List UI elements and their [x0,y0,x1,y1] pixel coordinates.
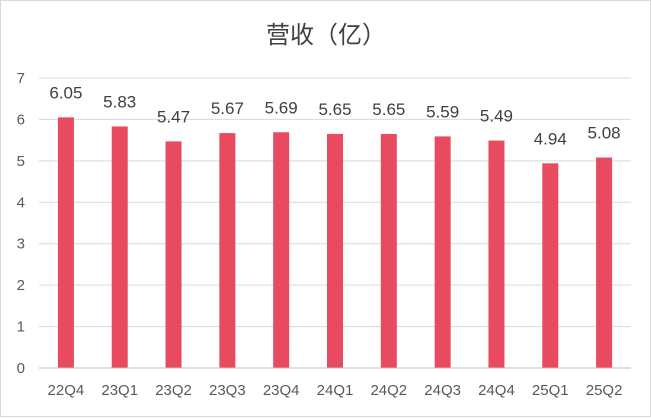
x-tick-label: 23Q4 [263,382,300,399]
y-tick-label: 2 [17,277,25,294]
bar [327,133,343,368]
bar [57,117,74,368]
y-tick-label: 0 [17,360,25,377]
x-tick-label: 24Q1 [317,382,354,399]
x-tick-label: 23Q3 [209,382,246,399]
data-label: 5.65 [372,100,405,119]
bar [542,163,559,368]
x-tick-label: 22Q4 [48,382,85,399]
data-label: 5.49 [480,107,513,126]
bar [111,126,128,368]
data-label: 5.65 [318,100,351,119]
x-axis-ticks: 22Q4 23Q1 23Q2 23Q3 23Q4 24Q1 24Q2 24Q3 24Q4 25Q1… [48,382,623,399]
data-label: 5.59 [426,102,459,121]
chart-title: 营收（亿） [266,21,386,49]
bar [596,157,613,368]
x-tick-label: 24Q3 [424,382,461,399]
data-label: 5.08 [588,124,621,143]
bar [380,133,397,368]
bar [219,133,236,368]
y-tick-label: 4 [17,194,25,211]
x-tick-label: 25Q1 [532,382,569,399]
bar [273,132,290,368]
y-tick-label: 1 [17,319,25,336]
y-tick-label: 6 [17,111,25,128]
y-axis-ticks: 0 1 2 3 4 5 6 7 [17,70,25,377]
y-tick-label: 3 [17,236,25,253]
y-tick-label: 7 [17,70,25,87]
x-tick-label: 25Q2 [586,382,623,399]
x-tick-label: 23Q2 [155,382,192,399]
data-label: 5.67 [211,99,244,118]
x-tick-label: 24Q4 [478,382,515,399]
data-label: 6.05 [49,83,82,102]
bar [434,136,451,368]
bar [165,141,182,368]
x-tick-label: 23Q1 [101,382,138,399]
data-label: 5.69 [265,98,298,117]
data-label: 4.94 [534,129,567,148]
bar [488,140,505,368]
y-tick-label: 5 [17,153,25,170]
x-tick-label: 24Q2 [370,382,407,399]
data-label: 5.47 [157,107,190,126]
data-label: 5.83 [103,92,136,111]
bars [57,117,613,368]
data-labels: 6.05 5.83 5.47 5.67 5.69 5.65 5.65 5.59 5.49 4.94… [49,83,620,148]
